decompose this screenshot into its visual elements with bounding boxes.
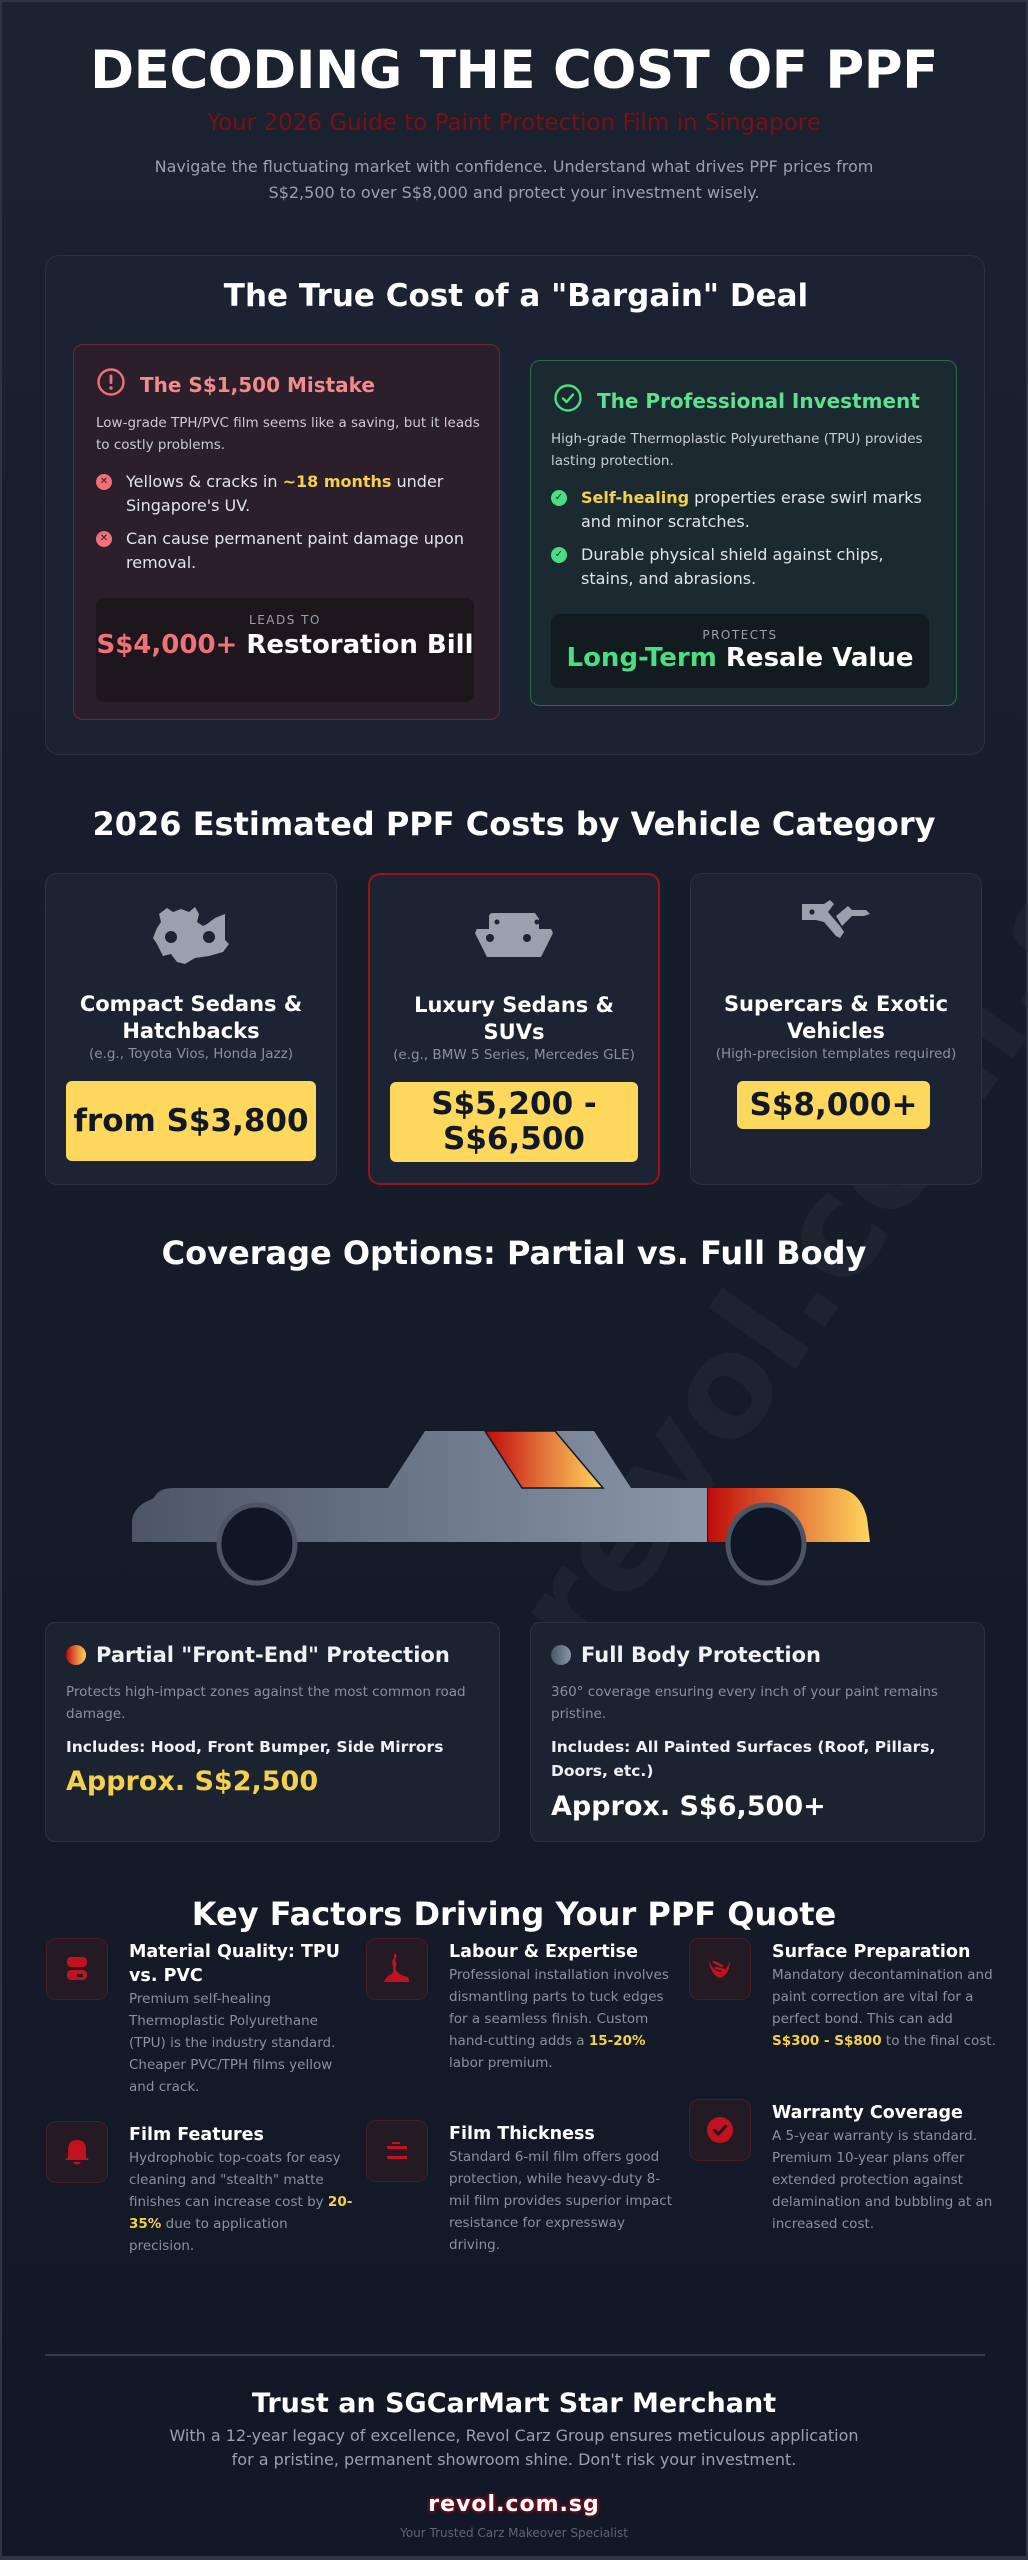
good-point: ✓ Self-healing properties erase swirl ma… [551,486,941,534]
category-title: Compact Sedans & Hatchbacks [79,992,303,1043]
bad-point: ✕ Can cause permanent paint damage upon … [96,527,486,575]
thickness-icon [366,2120,428,2182]
exclamation-circle-icon [96,367,126,402]
good-card-description: High-grade Thermoplastic Polyurethane (T… [551,431,923,469]
callout-label: LEADS TO [249,613,321,627]
factor-title: Film Features [129,2125,264,2145]
factor-title: Warranty Coverage [772,2103,963,2123]
factor-title: Surface Preparation [772,1942,971,1962]
partial-swatch-icon [66,1645,86,1665]
factor-title: Labour & Expertise [449,1942,638,1962]
factor-labour: Labour & Expertise Professional installa… [366,1938,669,2108]
bad-point: ✕ Yellows & cracks in ~18 months under S… [96,470,486,518]
factor-description: A 5-year warranty is standard. Premium 1… [772,2128,993,2232]
restoration-callout: LEADS TO S$4,000+ Restoration Bill [96,598,474,702]
x-circle-icon: ✕ [96,531,112,547]
trust-title: Trust an SGCarMart Star Merchant [251,2388,777,2419]
category-examples: (High-precision templates required) [715,1046,957,1062]
factors-title: Key Factors Driving Your PPF Quote [191,1895,837,1933]
good-point: ✓ Durable physical shield against chips,… [551,543,941,591]
factor-description: Mandatory decontamination and paint corr… [772,1967,996,2049]
compact-car-icon [46,904,336,970]
bell-icon [46,2121,108,2183]
good-card-title: The Professional Investment [597,388,920,413]
option-price: Approx. S$6,500+ [551,1791,826,1822]
category-price: from S$3,800 [66,1081,316,1161]
callout-value: Long-Term Resale Value [566,643,914,673]
layers-icon [46,1938,108,2000]
coverage-title: Coverage Options: Partial vs. Full Body [161,1234,867,1272]
bad-card-header: The S$1,500 Mistake [96,367,375,402]
category-title: Supercars & Exotic Vehicles [723,992,949,1043]
factor-description: Premium self-healing Thermoplastic Polyu… [129,1991,336,2095]
factor-title: Material Quality: TPU vs. PVC [129,1942,340,1986]
professional-investment-card: The Professional Investment High-grade T… [530,360,957,706]
supercar-icon [691,898,981,964]
factor-film-features: Film Features Hydrophobic top-coats for … [46,2121,352,2271]
full-swatch-icon [551,1645,571,1665]
brand-link[interactable]: revol.com.sg [428,2492,600,2517]
trust-description: With a 12-year legacy of excellence, Rev… [169,2426,859,2469]
page-title: DECODING THE COST OF PPF [90,40,938,101]
bad-card-title: The S$1,500 Mistake [140,372,375,397]
option-description: Protects high-impact zones against the m… [66,1684,466,1722]
check-badge-icon [689,2099,751,2161]
true-cost-title: The True Cost of a "Bargain" Deal [223,278,809,314]
factor-surface-prep: Surface Preparation Mandatory decontamin… [689,1938,996,2088]
option-title: Full Body Protection [581,1643,821,1667]
check-circle-icon: ✓ [551,547,567,563]
factor-description: Standard 6-mil film offers good protecti… [449,2149,672,2253]
category-title: Luxury Sedans & SUVs [414,993,614,1044]
category-examples: (e.g., Toyota Vios, Honda Jazz) [89,1046,293,1062]
category-card-luxury: Luxury Sedans & SUVs (e.g., BMW 5 Series… [368,873,660,1185]
factor-description: Professional installation involves disma… [449,1967,669,2071]
craftsman-icon [366,1938,428,2000]
callout-value: S$4,000+ Restoration Bill [96,630,474,660]
factor-title: Film Thickness [449,2124,595,2144]
option-includes: Includes: All Painted Surfaces (Roof, Pi… [551,1738,936,1780]
category-card-compact: Compact Sedans & Hatchbacks (e.g., Toyot… [45,873,337,1185]
categories-title: 2026 Estimated PPF Costs by Vehicle Cate… [92,805,936,843]
bargain-mistake-card: The S$1,500 Mistake Low-grade TPH/PVC fi… [73,344,500,720]
car-silhouette-icon [132,1430,870,1586]
check-circle-icon [553,383,583,418]
footer-divider [45,2354,985,2356]
check-circle-icon: ✓ [551,490,567,506]
car-coverage-diagram [102,1402,922,1602]
page-intro: Navigate the fluctuating market with con… [154,157,874,202]
option-includes: Includes: Hood, Front Bumper, Side Mirro… [66,1738,444,1756]
category-price: S$8,000+ [737,1081,930,1129]
factor-description: Hydrophobic top-coats for easy cleaning … [129,2150,353,2254]
good-card-header: The Professional Investment [553,383,920,418]
brand-tagline: Your Trusted Carz Makeover Specialist [400,2526,628,2540]
factor-material: Material Quality: TPU vs. PVC Premium se… [46,1938,346,2095]
option-description: 360° coverage ensuring every inch of you… [551,1684,938,1722]
true-cost-panel: The True Cost of a "Bargain" Deal The S$… [45,255,985,755]
coverage-option-partial: Partial "Front-End" Protection Protects … [45,1622,500,1842]
x-circle-icon: ✕ [96,474,112,490]
category-card-supercar: Supercars & Exotic Vehicles (High-precis… [690,873,982,1185]
callout-label: PROTECTS [702,628,778,642]
category-examples: (e.g., BMW 5 Series, Mercedes GLE) [393,1047,635,1063]
category-price: S$5,200 - S$6,500 [390,1082,638,1162]
coverage-option-full: Full Body Protection 360° coverage ensur… [530,1622,985,1842]
polish-icon [689,1938,751,2000]
highlight-text: Self-healing [581,488,690,507]
option-title: Partial "Front-End" Protection [96,1643,450,1667]
option-price: Approx. S$2,500 [66,1766,319,1797]
factor-warranty: Warranty Coverage A 5-year warranty is s… [689,2099,992,2249]
highlight-text: ~18 months [282,472,392,491]
resale-callout: PROTECTS Long-Term Resale Value [551,614,929,688]
factor-thickness: Film Thickness Standard 6-mil film offer… [366,2120,672,2270]
luxury-suv-icon [370,905,658,971]
page-subtitle: Your 2026 Guide to Paint Protection Film… [207,110,821,136]
bad-card-description: Low-grade TPH/PVC film seems like a savi… [96,415,480,453]
